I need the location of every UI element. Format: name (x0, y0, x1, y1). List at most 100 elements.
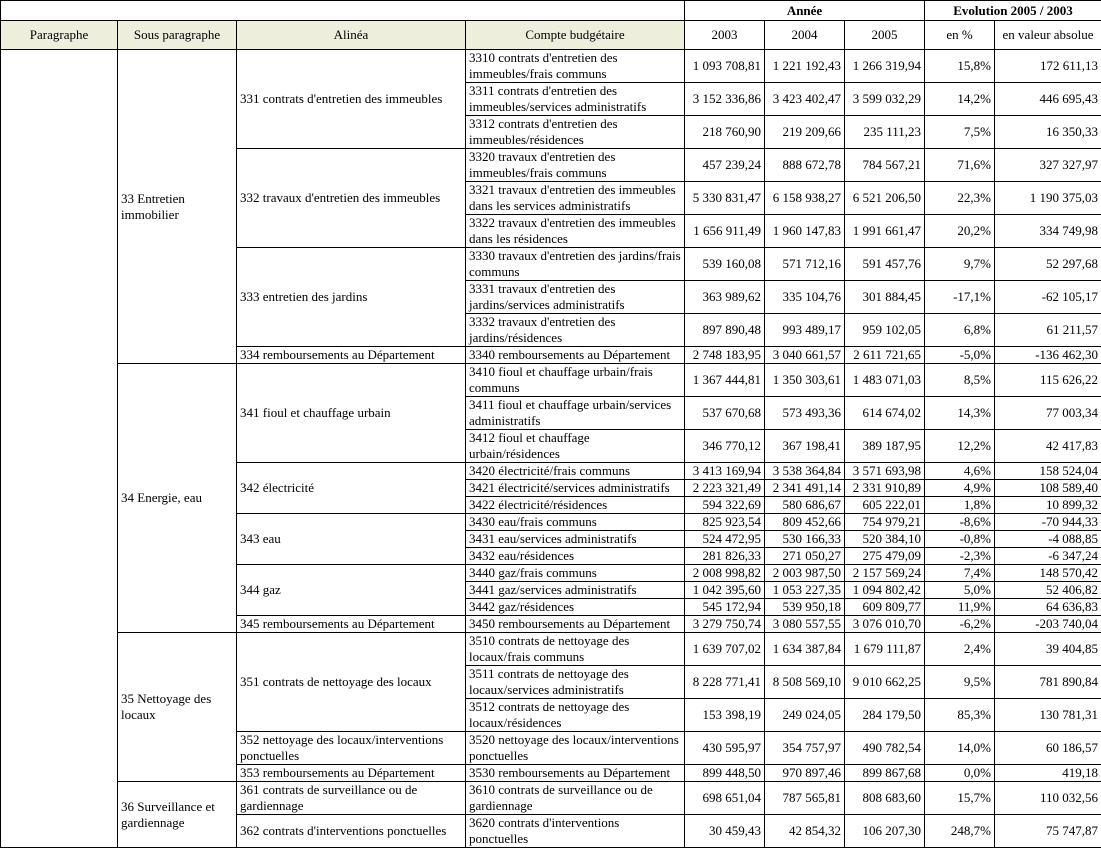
value-2003: 1 656 911,49 (684, 214, 765, 248)
header-evolution: Evolution 2005 / 2003 (924, 0, 1101, 21)
table-row: 342 électricité 3420 électricité/frais c… (1, 462, 1101, 514)
value-2003: 363 989,62 (684, 280, 765, 314)
value-2003: 545 172,94 (684, 598, 765, 616)
table-row: 3331 travaux d'entretien des jardins/ser… (1, 280, 1101, 314)
value-abs: -62 105,17 (994, 280, 1101, 314)
value-2003: 897 890,48 (684, 313, 765, 347)
value-abs: 60 186,57 (994, 731, 1101, 765)
value-abs: 52 297,68 (994, 247, 1101, 281)
value-2005: 6 521 206,50 (843, 181, 926, 215)
value-2003: 899 448,50 (684, 764, 765, 782)
value-2004: 3 423 402,47 (764, 82, 845, 116)
compte-cell: 3440 gaz/frais communs (465, 564, 685, 582)
value-2004: 1 350 303,61 (764, 363, 845, 397)
value-abs: 75 747,87 (994, 814, 1101, 848)
alinea-cell: 342 électricité (236, 462, 466, 514)
value-2004: 1 960 147,83 (764, 214, 845, 248)
value-2003: 825 923,54 (684, 513, 765, 531)
value-abs: 158 524,04 (994, 462, 1101, 480)
value-2003: 1 639 707,02 (684, 632, 765, 666)
sous-paragraphe-cell: 35 Nettoyage des locaux (117, 632, 237, 782)
table-row: 3511 contrats de nettoyage des locaux/se… (1, 665, 1101, 699)
value-2004: 8 508 569,10 (764, 665, 845, 699)
compte-cell: 3322 travaux d'entretien des immeubles d… (465, 214, 685, 248)
value-pct: -8,6% (924, 513, 996, 531)
value-abs: 64 636,83 (994, 598, 1101, 616)
alinea-cell: 345 remboursements au Département (236, 615, 466, 633)
value-abs: 10 899,32 (994, 496, 1101, 514)
table-row: 3332 travaux d'entretien des jardins/rés… (1, 313, 1101, 347)
value-2004: 993 489,17 (764, 313, 845, 347)
alinea-cell: 352 nettoyage des locaux/interventions p… (236, 731, 466, 765)
paragraphe-cell (0, 49, 118, 848)
value-2005: 959 102,05 (843, 313, 926, 347)
value-pct: 6,8% (924, 313, 996, 347)
compte-cell: 3410 fioul et chauffage urbain/frais com… (465, 363, 685, 397)
table-row: 3411 fioul et chauffage urbain/services … (1, 396, 1101, 430)
table-row: 3412 fioul et chauffage urbain/résidence… (1, 429, 1101, 463)
value-abs: 16 350,33 (994, 115, 1101, 149)
value-pct: 4,6% (924, 462, 996, 480)
value-abs: 110 032,56 (994, 781, 1101, 815)
value-2004: 2 003 987,50 (764, 564, 845, 582)
value-2003: 430 595,97 (684, 731, 765, 765)
value-2005: 784 567,21 (843, 148, 926, 182)
value-2005: 3 571 693,98 (843, 462, 926, 480)
value-2005: 605 222,01 (843, 496, 926, 514)
table-row: 362 contrats d'interventions ponctuelles… (1, 814, 1101, 848)
value-2004: 2 341 491,14 (764, 479, 845, 497)
compte-cell: 3411 fioul et chauffage urbain/services … (465, 396, 685, 430)
value-pct: 8,5% (924, 363, 996, 397)
compte-cell: 3511 contrats de nettoyage des locaux/se… (465, 665, 685, 699)
value-2003: 1 042 395,60 (684, 581, 765, 599)
value-pct: -6,2% (924, 615, 996, 633)
header-year-2005: 2005 (843, 20, 926, 50)
value-abs: 115 626,22 (994, 363, 1101, 397)
alinea-cell: 332 travaux d'entretien des immeubles (236, 148, 466, 248)
compte-cell: 3510 contrats de nettoyage des locaux/fr… (465, 632, 685, 666)
value-2005: 899 867,68 (843, 764, 926, 782)
value-pct: 0,0% (924, 764, 996, 782)
table-row: 3321 travaux d'entretien des immeubles d… (1, 181, 1101, 215)
value-pct: 7,5% (924, 115, 996, 149)
compte-cell: 3312 contrats d'entretien des immeubles/… (465, 115, 685, 149)
compte-cell: 3430 eau/frais communs (465, 513, 685, 531)
value-2004: 3 040 661,57 (764, 346, 845, 364)
header-en-valeur-absolue: en valeur absolue (994, 20, 1101, 50)
value-2004: 1 634 387,84 (764, 632, 845, 666)
value-2005: 389 187,95 (843, 429, 926, 463)
value-abs: -203 740,04 (994, 615, 1101, 633)
value-pct: 5,0% (924, 581, 996, 599)
table-row: 3441 gaz/services administratifs 1 042 3… (1, 581, 1101, 599)
header-year-2003: 2003 (684, 20, 765, 50)
compte-cell: 3310 contrats d'entretien des immeubles/… (465, 49, 685, 83)
value-abs: 781 890,84 (994, 665, 1101, 699)
value-pct: -17,1% (924, 280, 996, 314)
alinea-cell: 361 contrats de surveillance ou de gardi… (236, 781, 466, 815)
value-pct: 2,4% (924, 632, 996, 666)
value-2003: 218 760,90 (684, 115, 765, 149)
value-2003: 2 748 183,95 (684, 346, 765, 364)
value-2004: 888 672,78 (764, 148, 845, 182)
value-2003: 539 160,08 (684, 247, 765, 281)
value-2004: 42 854,32 (764, 814, 845, 848)
compte-cell: 3321 travaux d'entretien des immeubles d… (465, 181, 685, 215)
value-2005: 609 809,77 (843, 598, 926, 616)
value-2003: 2 008 998,82 (684, 564, 765, 582)
value-2003: 281 826,33 (684, 547, 765, 565)
value-abs: 334 749,98 (994, 214, 1101, 248)
value-pct: -5,0% (924, 346, 996, 364)
value-2003: 346 770,12 (684, 429, 765, 463)
value-abs: 108 589,40 (994, 479, 1101, 497)
value-2004: 335 104,76 (764, 280, 845, 314)
table-row: 345 remboursements au Département 3450 r… (1, 615, 1101, 633)
value-pct: 14,3% (924, 396, 996, 430)
value-abs: -70 944,33 (994, 513, 1101, 531)
value-2003: 3 279 750,74 (684, 615, 765, 633)
table-row: 3421 électricité/services administratifs… (1, 479, 1101, 497)
value-2004: 573 493,36 (764, 396, 845, 430)
sous-paragraphe-cell: 34 Energie, eau (117, 363, 237, 633)
value-2004: 809 452,66 (764, 513, 845, 531)
value-2005: 1 266 319,94 (843, 49, 926, 83)
